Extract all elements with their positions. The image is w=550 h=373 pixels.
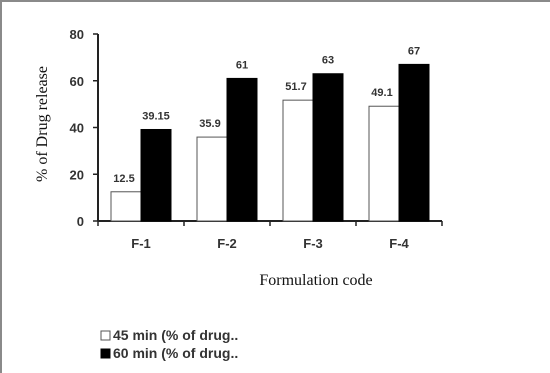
x-category-label: F-3 xyxy=(303,236,323,251)
y-tick-label: 60 xyxy=(70,74,84,89)
bar-60min xyxy=(312,73,344,222)
legend: 45 min (% of drug.. 60 min (% of drug.. xyxy=(100,327,238,361)
bar-60min xyxy=(398,63,430,222)
data-label-45min: 51.7 xyxy=(285,81,306,93)
y-tick-label: 80 xyxy=(70,27,84,42)
legend-label-45min: 45 min (% of drug.. xyxy=(113,327,238,343)
legend-swatch-45min xyxy=(100,330,111,341)
data-label-45min: 12.5 xyxy=(113,173,134,185)
data-label-45min: 49.1 xyxy=(371,87,392,99)
plot-area: 0 20 40 60 80 12.5 39.15 F-1 35.9 61 F-2 51.7 63 F-3 4… xyxy=(70,27,443,251)
x-category-label: F-4 xyxy=(389,236,409,251)
y-tick-label: 0 xyxy=(77,214,84,229)
bar-45min xyxy=(282,99,314,222)
bar-60min xyxy=(140,128,172,222)
x-category-label: F-2 xyxy=(217,236,237,251)
data-label-60min: 61 xyxy=(236,59,248,71)
y-tick-label: 20 xyxy=(70,167,84,182)
y-axis-title: % of Drug release xyxy=(34,66,51,182)
bar-60min xyxy=(226,77,258,222)
bar-45min xyxy=(110,191,142,222)
legend-label-60min: 60 min (% of drug.. xyxy=(113,345,238,361)
x-axis-title: Formulation code xyxy=(259,272,372,289)
data-label-60min: 39.15 xyxy=(142,110,170,122)
x-category-label: F-1 xyxy=(131,236,151,251)
data-label-45min: 35.9 xyxy=(199,118,220,130)
y-tick-label: 40 xyxy=(70,121,84,136)
data-label-60min: 67 xyxy=(408,45,420,57)
bar-45min xyxy=(196,136,228,222)
bar-45min xyxy=(368,105,400,222)
data-label-60min: 63 xyxy=(322,55,334,67)
legend-swatch-60min xyxy=(100,348,111,359)
